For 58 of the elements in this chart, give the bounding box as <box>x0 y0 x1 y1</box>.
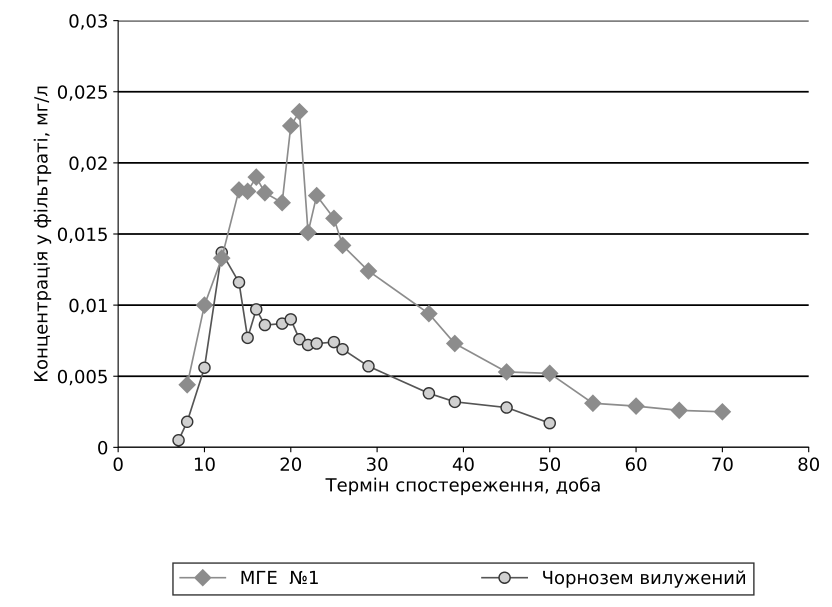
point <box>448 396 462 408</box>
point <box>334 236 352 254</box>
point <box>308 187 326 204</box>
x-tick-label: 80 <box>798 457 819 472</box>
x-axis-title: Термін спостереження, доба <box>326 477 600 496</box>
y-tick-label: 0,015 <box>58 227 107 243</box>
y-tick-label: 0,005 <box>58 370 107 386</box>
y-tick-label: 0,01 <box>69 298 107 314</box>
x-tick-label: 10 <box>194 457 215 472</box>
point <box>498 363 516 381</box>
y-tick-label: 0 <box>98 440 108 454</box>
point <box>256 184 274 202</box>
point <box>362 360 375 373</box>
point <box>232 276 246 289</box>
point <box>584 394 602 412</box>
point <box>258 318 272 332</box>
x-tick-label: 70 <box>712 457 733 472</box>
point <box>422 387 436 400</box>
point <box>250 303 263 316</box>
y-tick-label: 0,02 <box>69 156 107 172</box>
x-tick-label: 0 <box>114 457 123 472</box>
point <box>213 250 230 267</box>
point <box>420 305 438 322</box>
point <box>299 224 317 242</box>
point <box>336 342 349 356</box>
x-tick-label: 40 <box>452 457 474 472</box>
point <box>196 296 214 314</box>
legend-label: МГЕ №1 <box>242 570 318 584</box>
point <box>310 337 323 350</box>
x-tick-label: 30 <box>366 457 388 472</box>
point <box>541 364 558 382</box>
y-tick-label: 0,025 <box>58 85 107 101</box>
x-tick-label: 60 <box>626 457 646 472</box>
point <box>290 103 308 120</box>
y-tick-label: 0,03 <box>69 14 107 30</box>
point <box>198 361 211 374</box>
point <box>178 376 196 394</box>
point <box>500 401 513 414</box>
point <box>172 434 185 446</box>
point <box>282 117 300 134</box>
point <box>284 313 298 326</box>
point <box>274 194 291 212</box>
y-axis-title: Концентрація у фільтраті, мг/л <box>34 86 52 382</box>
point <box>325 210 342 227</box>
point <box>714 403 731 420</box>
point <box>670 402 688 419</box>
x-tick-label: 20 <box>280 457 302 472</box>
point <box>360 262 378 280</box>
x-tick-label: 50 <box>540 457 560 472</box>
point <box>446 334 464 352</box>
point <box>628 398 645 415</box>
point <box>543 416 556 430</box>
point <box>248 168 265 186</box>
point <box>180 416 194 428</box>
point <box>293 333 306 346</box>
point <box>241 332 254 344</box>
point <box>328 336 340 348</box>
legend-label: Чорнозем вилужений <box>543 570 746 588</box>
